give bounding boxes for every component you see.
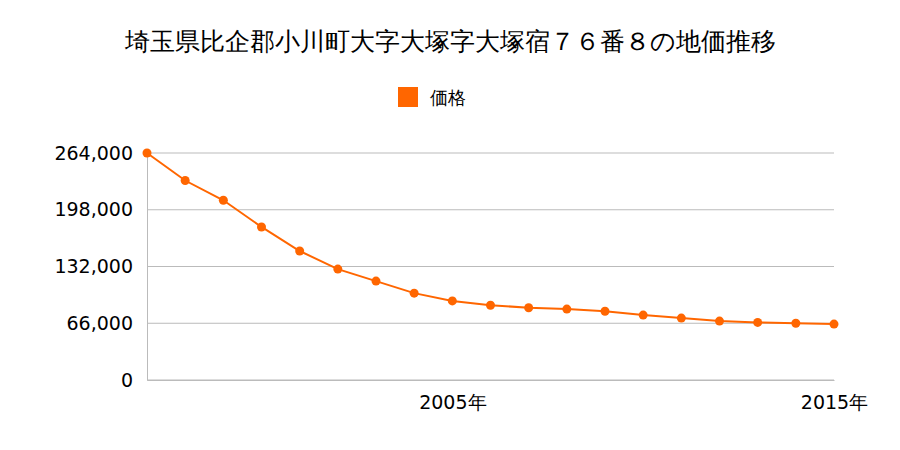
point bbox=[143, 149, 152, 158]
y-tick-label: 132,000 bbox=[54, 255, 133, 277]
legend-label: 価格 bbox=[430, 87, 466, 108]
x-tick-label: 2005年 bbox=[419, 391, 486, 413]
title: 埼玉県比企郡小川町大字大塚字大塚宿７６番８の地価推移 bbox=[124, 27, 776, 56]
point bbox=[372, 277, 381, 286]
grid-line bbox=[147, 153, 834, 154]
y-tick-label: 264,000 bbox=[54, 142, 133, 164]
y-tick-label: 198,000 bbox=[54, 198, 133, 220]
legend: 価格 bbox=[398, 87, 466, 108]
y-tick-label: 66,000 bbox=[67, 312, 133, 334]
legend-swatch bbox=[398, 87, 418, 107]
point bbox=[219, 196, 228, 205]
x-axis: 2005年 2015年 bbox=[148, 380, 869, 413]
point bbox=[257, 222, 266, 231]
plot: 0 66,000 132,000 198,000 264,000 2005年 2015年 bbox=[54, 142, 868, 414]
point bbox=[448, 296, 457, 305]
grid-line bbox=[147, 323, 834, 324]
grid bbox=[147, 153, 834, 380]
y-tick: 132,000 bbox=[54, 255, 147, 277]
point bbox=[753, 318, 762, 327]
y-tick: 66,000 bbox=[67, 312, 147, 334]
point bbox=[181, 176, 190, 185]
y-tick: 0 bbox=[121, 369, 147, 391]
point bbox=[524, 303, 533, 312]
point bbox=[715, 317, 724, 326]
point bbox=[562, 305, 571, 314]
chart: 埼玉県比企郡小川町大字大塚字大塚宿７６番８の地価推移価格 0 66,000 132,0… bbox=[0, 0, 900, 450]
grid-line bbox=[147, 266, 834, 267]
point bbox=[639, 311, 648, 320]
y-tick: 198,000 bbox=[54, 198, 147, 220]
point bbox=[333, 265, 342, 274]
x-tick-label: 2015年 bbox=[801, 391, 868, 413]
marks bbox=[143, 149, 839, 329]
y-tick: 264,000 bbox=[54, 142, 147, 164]
point bbox=[791, 319, 800, 328]
y-axis: 0 66,000 132,000 198,000 264,000 bbox=[54, 142, 147, 391]
x-tick: 2005年 bbox=[419, 380, 486, 413]
x-axis-line bbox=[148, 380, 835, 381]
point bbox=[601, 307, 610, 316]
point bbox=[486, 301, 495, 310]
grid-line bbox=[147, 380, 834, 381]
point bbox=[677, 314, 686, 323]
series-line bbox=[147, 153, 834, 324]
y-axis-line bbox=[147, 154, 148, 381]
point bbox=[295, 247, 304, 256]
x-tick: 2015年 bbox=[801, 380, 868, 413]
y-tick-label: 0 bbox=[121, 369, 133, 391]
point bbox=[410, 289, 419, 298]
grid-line bbox=[147, 209, 834, 210]
point bbox=[830, 320, 839, 329]
